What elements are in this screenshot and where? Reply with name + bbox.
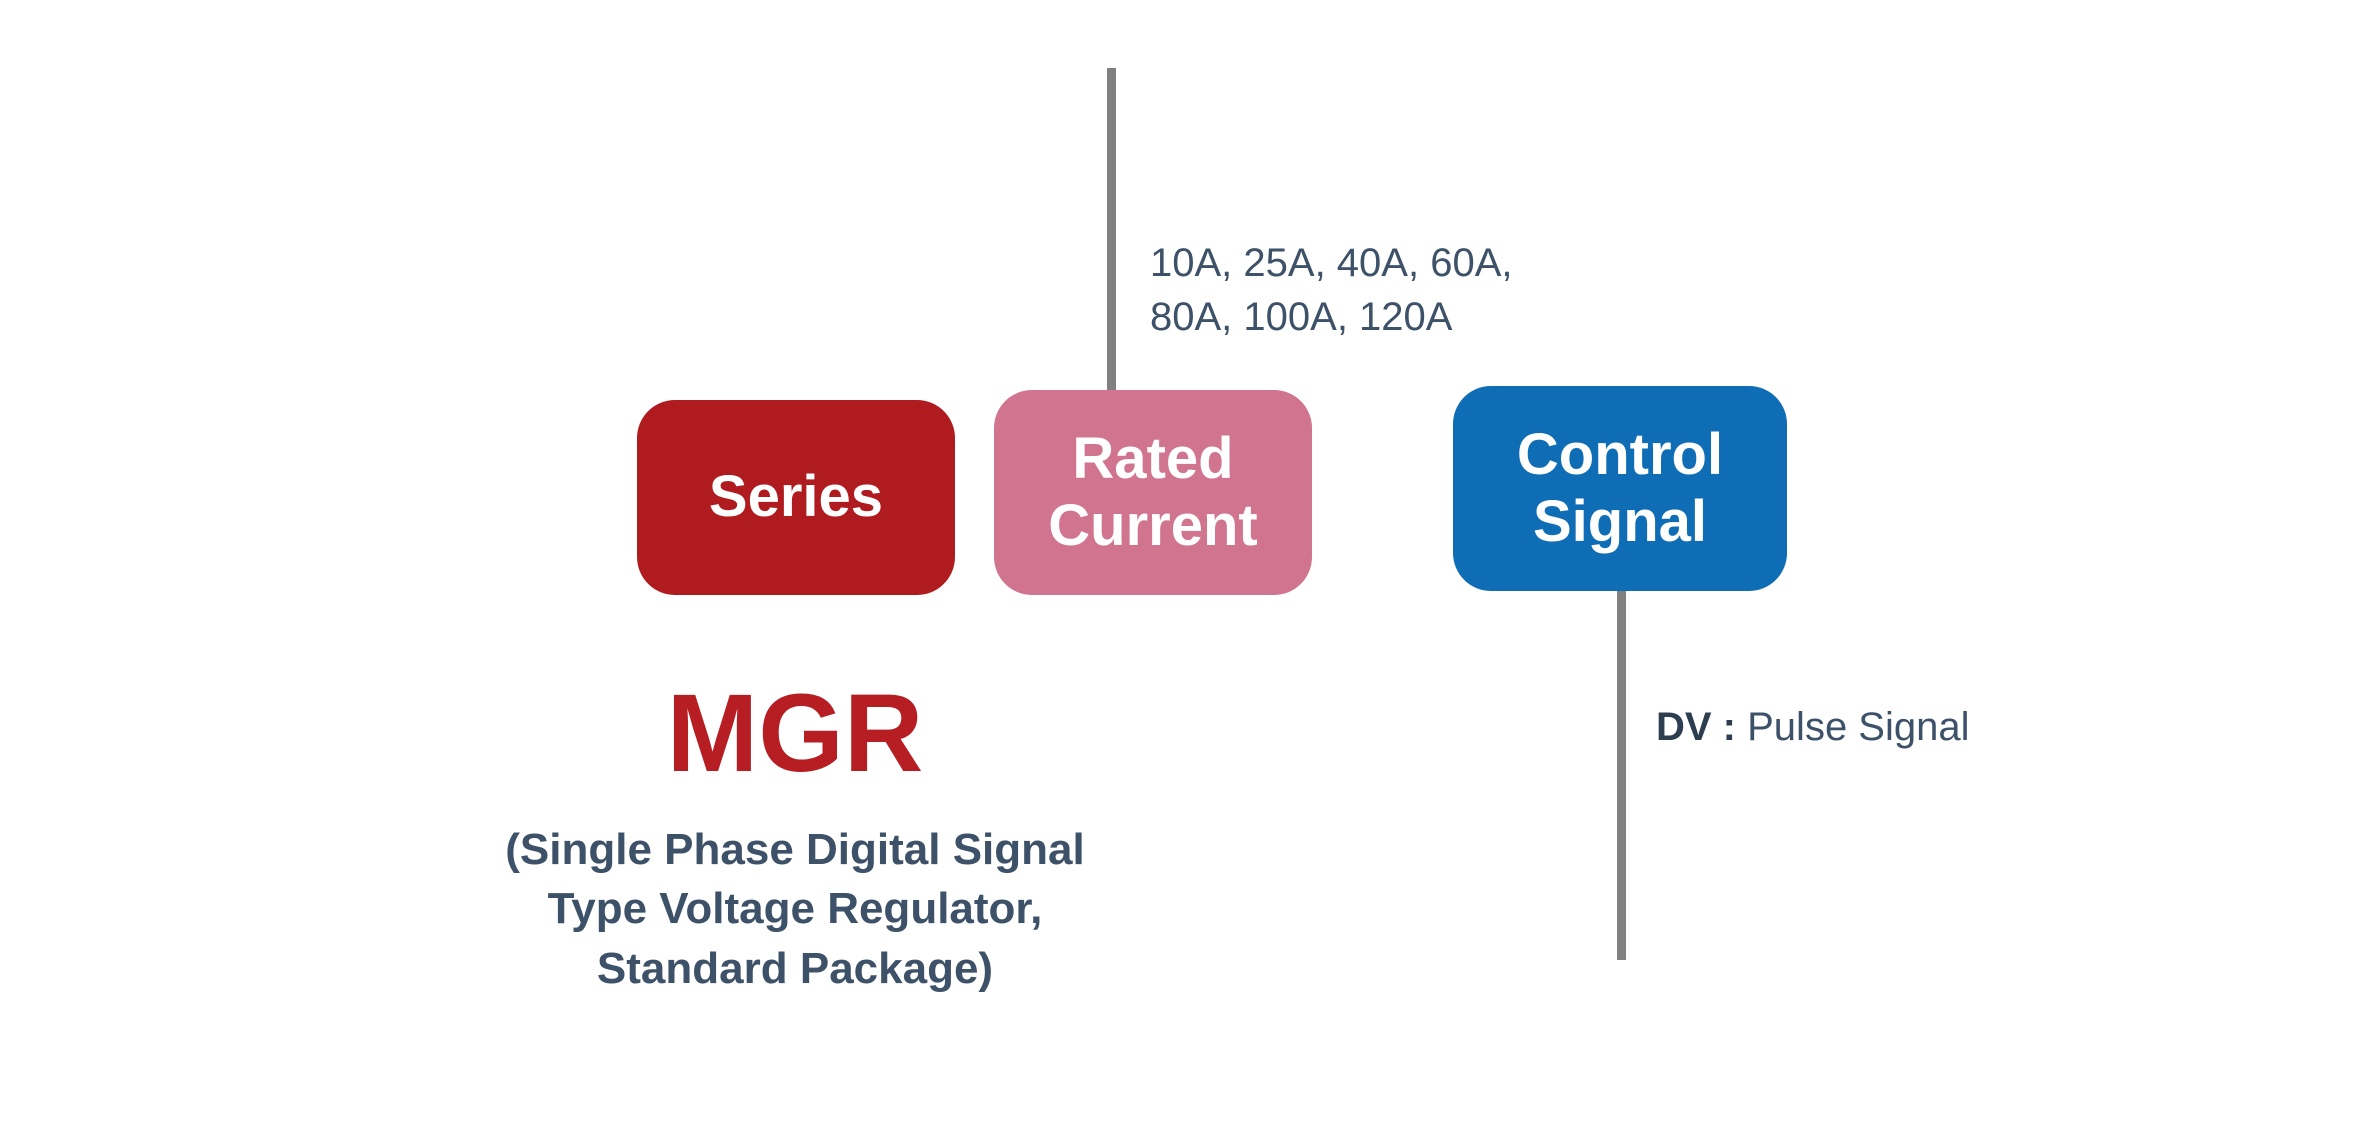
box-rated-current: Rated Current (994, 390, 1312, 595)
annotation-rated-current: 10A, 25A, 40A, 60A, 80A, 100A, 120A (1150, 236, 1512, 344)
connector-top (1107, 68, 1116, 390)
annotation-control-signal-value: Pulse Signal (1747, 705, 1969, 749)
box-rated-current-line1: Rated (1072, 426, 1233, 493)
annotation-rated-current-line1: 10A, 25A, 40A, 60A, (1150, 236, 1512, 290)
connector-bottom (1617, 590, 1626, 960)
series-subtitle: (Single Phase Digital Signal Type Voltag… (490, 820, 1100, 998)
annotation-control-signal-label: DV : (1656, 705, 1747, 749)
box-rated-current-line2: Current (1048, 493, 1257, 560)
box-control-signal: Control Signal (1453, 386, 1787, 591)
series-title: MGR (565, 670, 1025, 797)
series-subtitle-line2: Type Voltage Regulator, (490, 879, 1100, 938)
box-series-label: Series (709, 464, 883, 531)
annotation-control-signal: DV : Pulse Signal (1656, 700, 1970, 754)
series-subtitle-line3: Standard Package) (490, 939, 1100, 998)
box-series: Series (637, 400, 955, 595)
box-control-signal-line2: Signal (1533, 489, 1707, 556)
annotation-rated-current-line2: 80A, 100A, 120A (1150, 290, 1512, 344)
series-title-text: MGR (667, 672, 924, 795)
box-control-signal-line1: Control (1517, 422, 1723, 489)
series-subtitle-line1: (Single Phase Digital Signal (490, 820, 1100, 879)
